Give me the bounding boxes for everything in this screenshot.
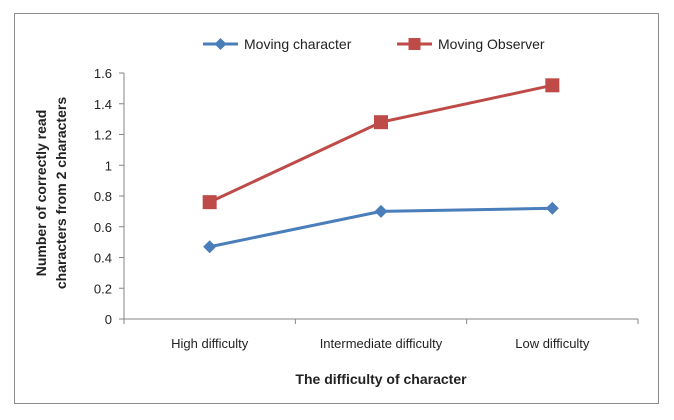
data-point-moving-observer [374, 115, 388, 130]
legend-entry-moving-character: Moving character [203, 36, 352, 52]
data-point-moving-character [545, 201, 559, 215]
x-axis-title: The difficulty of character [295, 371, 467, 387]
x-axis-ticks: High difficulty Intermediate difficulty Lo… [123, 319, 639, 351]
y-tick-label: 1 [105, 158, 112, 173]
data-point-moving-observer [545, 78, 560, 93]
y-tick-label: 0 [105, 312, 112, 327]
y-tick-label: 0.4 [94, 251, 112, 266]
legend-marker-moving-character [214, 38, 227, 50]
y-tick-label: 0.2 [94, 281, 112, 296]
series-group [202, 78, 560, 254]
y-axis-title-line-2: characters from 2 characters [53, 97, 69, 289]
x-tick-label: Intermediate difficulty [320, 336, 443, 351]
x-tick-label: High difficulty [171, 336, 249, 351]
legend: Moving character Moving Observer [203, 36, 545, 52]
y-tick-label: 1.2 [94, 128, 112, 143]
series-line-moving-observer [209, 83, 553, 204]
y-tick-label: 0.6 [94, 220, 112, 235]
y-axis-ticks: 0 0.2 0.4 0.6 0.8 1 1.2 1.4 1.6 [94, 66, 124, 327]
y-tick-label: 1.6 [94, 66, 112, 81]
legend-label-moving-observer: Moving Observer [438, 36, 545, 52]
data-point-moving-character [374, 204, 388, 218]
legend-label-moving-character: Moving character [244, 36, 352, 52]
y-tick-label: 1.4 [94, 97, 112, 112]
legend-entry-moving-observer: Moving Observer [397, 36, 545, 52]
data-point-moving-character [203, 240, 217, 254]
legend-marker-moving-observer [408, 38, 421, 50]
data-point-moving-observer [202, 195, 217, 210]
x-tick-label: Low difficulty [515, 336, 590, 351]
y-axis-title-line-1: Number of correctly read [33, 110, 49, 277]
y-tick-label: 0.8 [94, 189, 112, 204]
